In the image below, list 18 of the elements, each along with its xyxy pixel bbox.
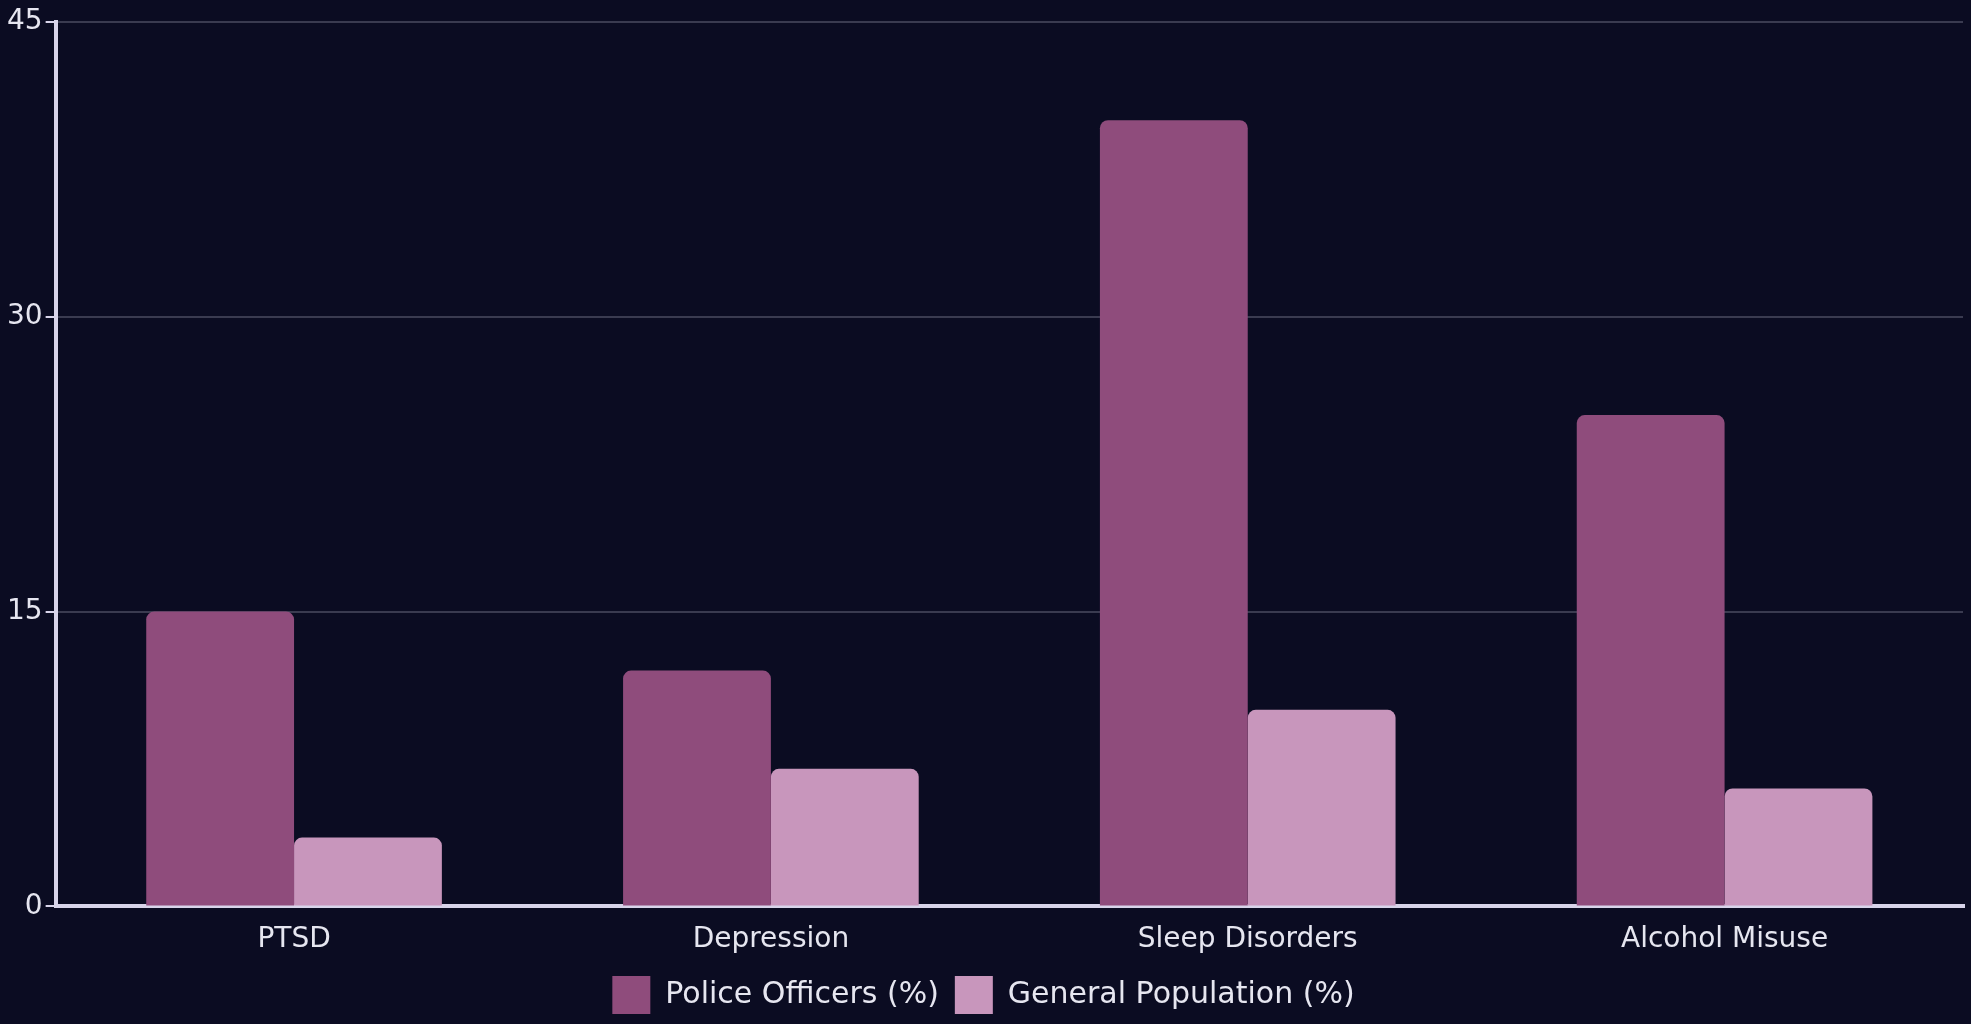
x-tick-label: Alcohol Misuse (1621, 921, 1829, 955)
y-tick-label: 30 (6, 298, 43, 332)
bar (1247, 709, 1396, 906)
bar (1724, 788, 1873, 906)
legend-label: Police Officers (%) (665, 974, 939, 1010)
y-tick-label: 45 (6, 3, 43, 37)
bar (770, 768, 919, 906)
legend-label: General Population (%) (1007, 974, 1355, 1010)
x-tick-label: Depression (692, 921, 850, 955)
x-tick-label: PTSD (257, 921, 331, 955)
y-tick-label: 15 (6, 592, 43, 626)
x-tick-label: Sleep Disorders (1137, 921, 1358, 955)
bar (294, 837, 442, 906)
bar (146, 611, 295, 906)
bar (1576, 415, 1725, 906)
bar (623, 670, 771, 906)
bar (1099, 120, 1248, 906)
y-tick-label: 0 (24, 887, 43, 921)
